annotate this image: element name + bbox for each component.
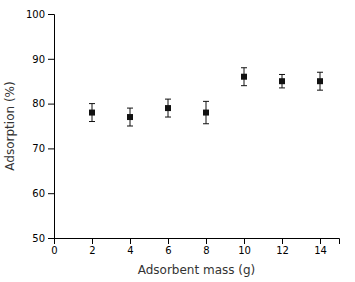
- x-tick-label: 12: [276, 245, 289, 256]
- point: [279, 78, 285, 84]
- x-tick: 0: [51, 238, 57, 256]
- x-tick: 10: [238, 238, 251, 256]
- y-tick-label: 70: [32, 143, 45, 154]
- y-tick: 50: [32, 233, 54, 244]
- error-bar: [89, 104, 95, 122]
- point: [317, 78, 323, 84]
- x-tick-mark: [130, 238, 131, 244]
- marks: [89, 68, 323, 126]
- x-tick-label: 0: [51, 245, 57, 256]
- y-tick-label: 50: [32, 233, 45, 244]
- chart: 0 2 4 6 8 10 12 14 50 60 70 80 90 100 Adsorbent mass (…: [0, 0, 355, 282]
- y-tick-label: 100: [26, 9, 45, 20]
- x-tick-label: 4: [127, 245, 133, 256]
- x-axis: 0 2 4 6 8 10 12 14: [51, 238, 339, 256]
- error-bar: [241, 68, 247, 86]
- y-tick-mark: [48, 148, 54, 149]
- point: [127, 114, 133, 120]
- point: [203, 110, 209, 116]
- y-tick: 80: [32, 98, 54, 109]
- y-tick-label: 80: [32, 98, 45, 109]
- y-axis-line: [48, 15, 55, 239]
- point: [89, 110, 95, 116]
- x-tick-label: 10: [238, 245, 251, 256]
- error-bar: [165, 99, 171, 117]
- y-tick: 90: [32, 54, 54, 65]
- y-tick-mark: [48, 14, 54, 15]
- y-tick-mark: [48, 193, 54, 194]
- x-tick-label: 14: [314, 245, 327, 256]
- x-tick: 8: [203, 238, 209, 256]
- y-tick: 60: [32, 188, 54, 199]
- y-tick-label: 60: [32, 188, 45, 199]
- x-tick-mark: [206, 238, 207, 244]
- point: [241, 74, 247, 80]
- point: [165, 105, 171, 111]
- y-axis: 50 60 70 80 90 100: [26, 9, 55, 244]
- x-axis-line: [55, 239, 340, 245]
- error-bar: [127, 108, 133, 126]
- x-tick: 6: [165, 238, 171, 256]
- x-tick-mark: [168, 238, 169, 244]
- error-bar: [203, 101, 209, 123]
- x-axis-title: Adsorbent mass (g): [138, 263, 256, 277]
- y-tick: 100: [26, 9, 54, 20]
- error-bar: [317, 72, 323, 90]
- y-axis-title: Adsorption (%): [3, 81, 17, 170]
- x-tick-mark: [320, 238, 321, 244]
- x-tick-mark: [92, 238, 93, 244]
- x-tick: 2: [89, 238, 95, 256]
- x-tick-label: 2: [89, 245, 95, 256]
- x-tick: 4: [127, 238, 133, 256]
- y-tick-mark: [48, 59, 54, 60]
- x-tick-mark: [282, 238, 283, 244]
- x-tick: 14: [314, 238, 327, 256]
- y-tick-mark: [48, 104, 54, 105]
- x-tick-label: 6: [165, 245, 171, 256]
- error-bar: [279, 74, 285, 87]
- y-tick-mark: [48, 238, 54, 239]
- y-tick-label: 90: [32, 54, 45, 65]
- plot: 0 2 4 6 8 10 12 14 50 60 70 80 90 100: [26, 9, 340, 256]
- x-tick-mark: [244, 238, 245, 244]
- y-tick: 70: [32, 143, 54, 154]
- x-tick-label: 8: [203, 245, 209, 256]
- x-tick: 12: [276, 238, 289, 256]
